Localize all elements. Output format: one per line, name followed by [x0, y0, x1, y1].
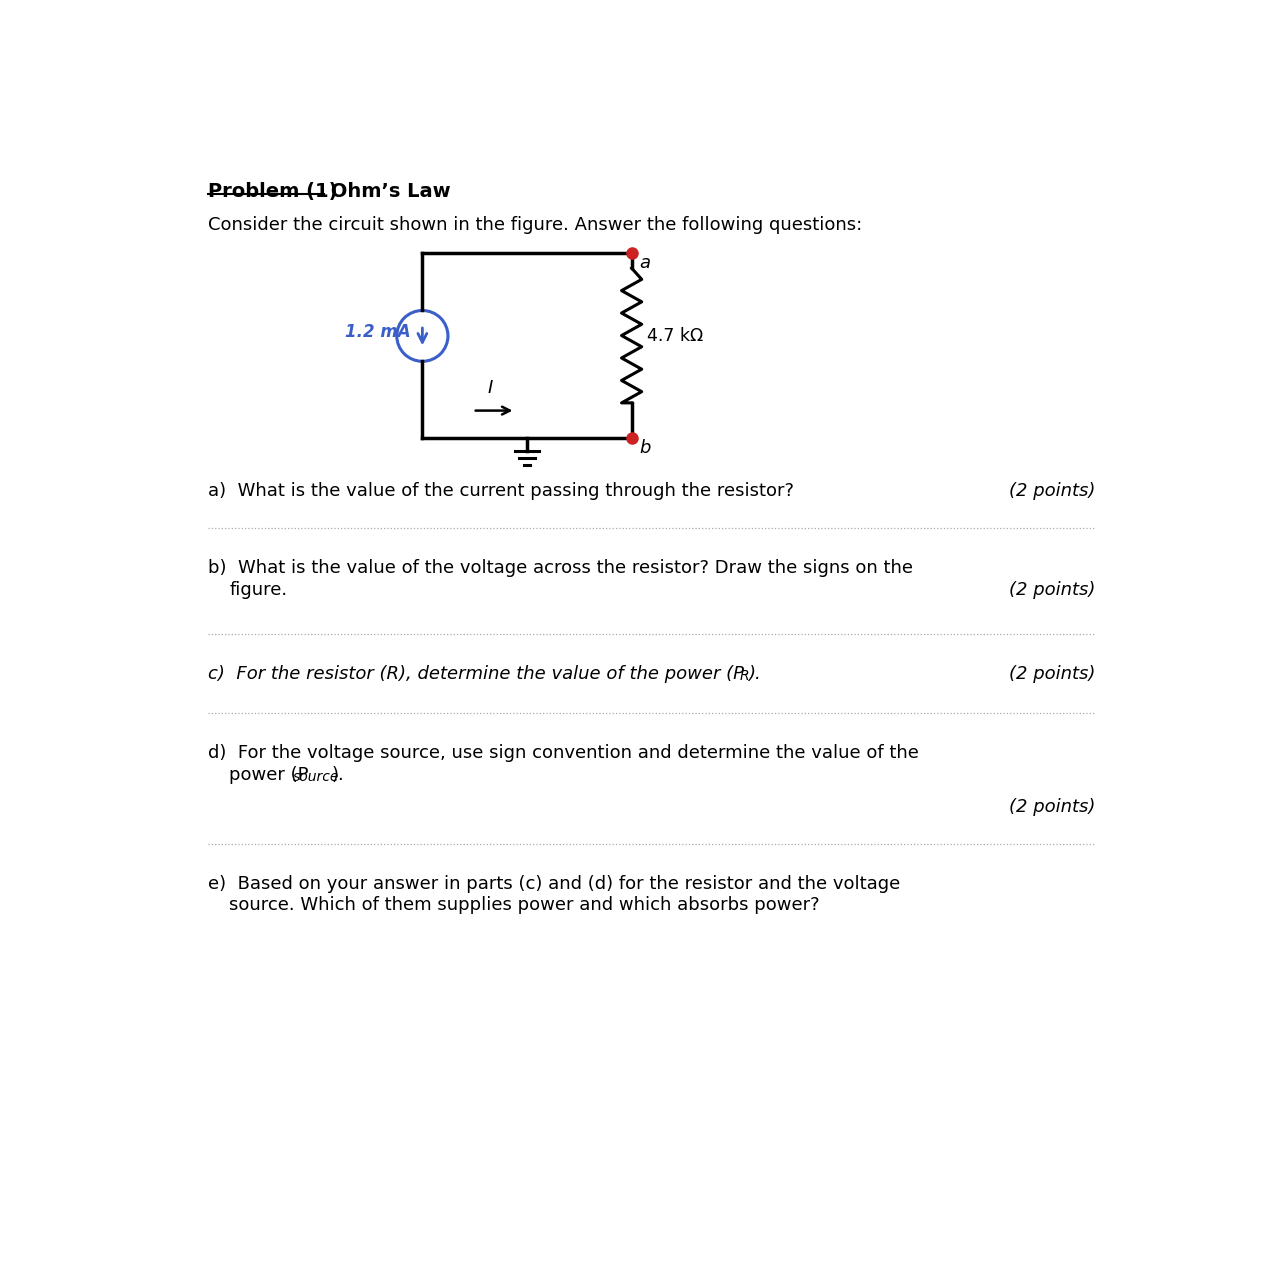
Text: Problem (1): Problem (1) [207, 182, 337, 201]
Text: I: I [488, 379, 493, 397]
Text: Ohm’s Law: Ohm’s Law [324, 182, 451, 201]
Text: d)  For the voltage source, use sign convention and determine the value of the: d) For the voltage source, use sign conv… [207, 744, 919, 762]
Text: e)  Based on your answer in parts (c) and (d) for the resistor and the voltage: e) Based on your answer in parts (c) and… [207, 875, 900, 893]
Text: (2 points): (2 points) [1009, 482, 1096, 500]
Text: (2 points): (2 points) [1009, 665, 1096, 683]
Text: 1.2 mA: 1.2 mA [346, 323, 411, 341]
Text: ).: ). [747, 665, 760, 683]
Text: source: source [292, 770, 339, 784]
Text: c)  For the resistor (R), determine the value of the power (P: c) For the resistor (R), determine the v… [207, 665, 744, 683]
Text: 4.7 kΩ: 4.7 kΩ [647, 327, 703, 345]
Text: (2 points): (2 points) [1009, 798, 1096, 815]
Text: Consider the circuit shown in the figure. Answer the following questions:: Consider the circuit shown in the figure… [207, 216, 862, 234]
Text: power (P: power (P [229, 766, 309, 784]
Text: a)  What is the value of the current passing through the resistor?: a) What is the value of the current pass… [207, 482, 793, 500]
Text: figure.: figure. [229, 581, 287, 599]
Text: a: a [639, 254, 651, 272]
Text: R: R [740, 669, 749, 683]
Text: source. Which of them supplies power and which absorbs power?: source. Which of them supplies power and… [229, 897, 820, 915]
Text: (2 points): (2 points) [1009, 581, 1096, 599]
Text: ).: ). [332, 766, 344, 784]
Text: b)  What is the value of the voltage across the resistor? Draw the signs on the: b) What is the value of the voltage acro… [207, 560, 913, 577]
Text: b: b [639, 439, 651, 457]
